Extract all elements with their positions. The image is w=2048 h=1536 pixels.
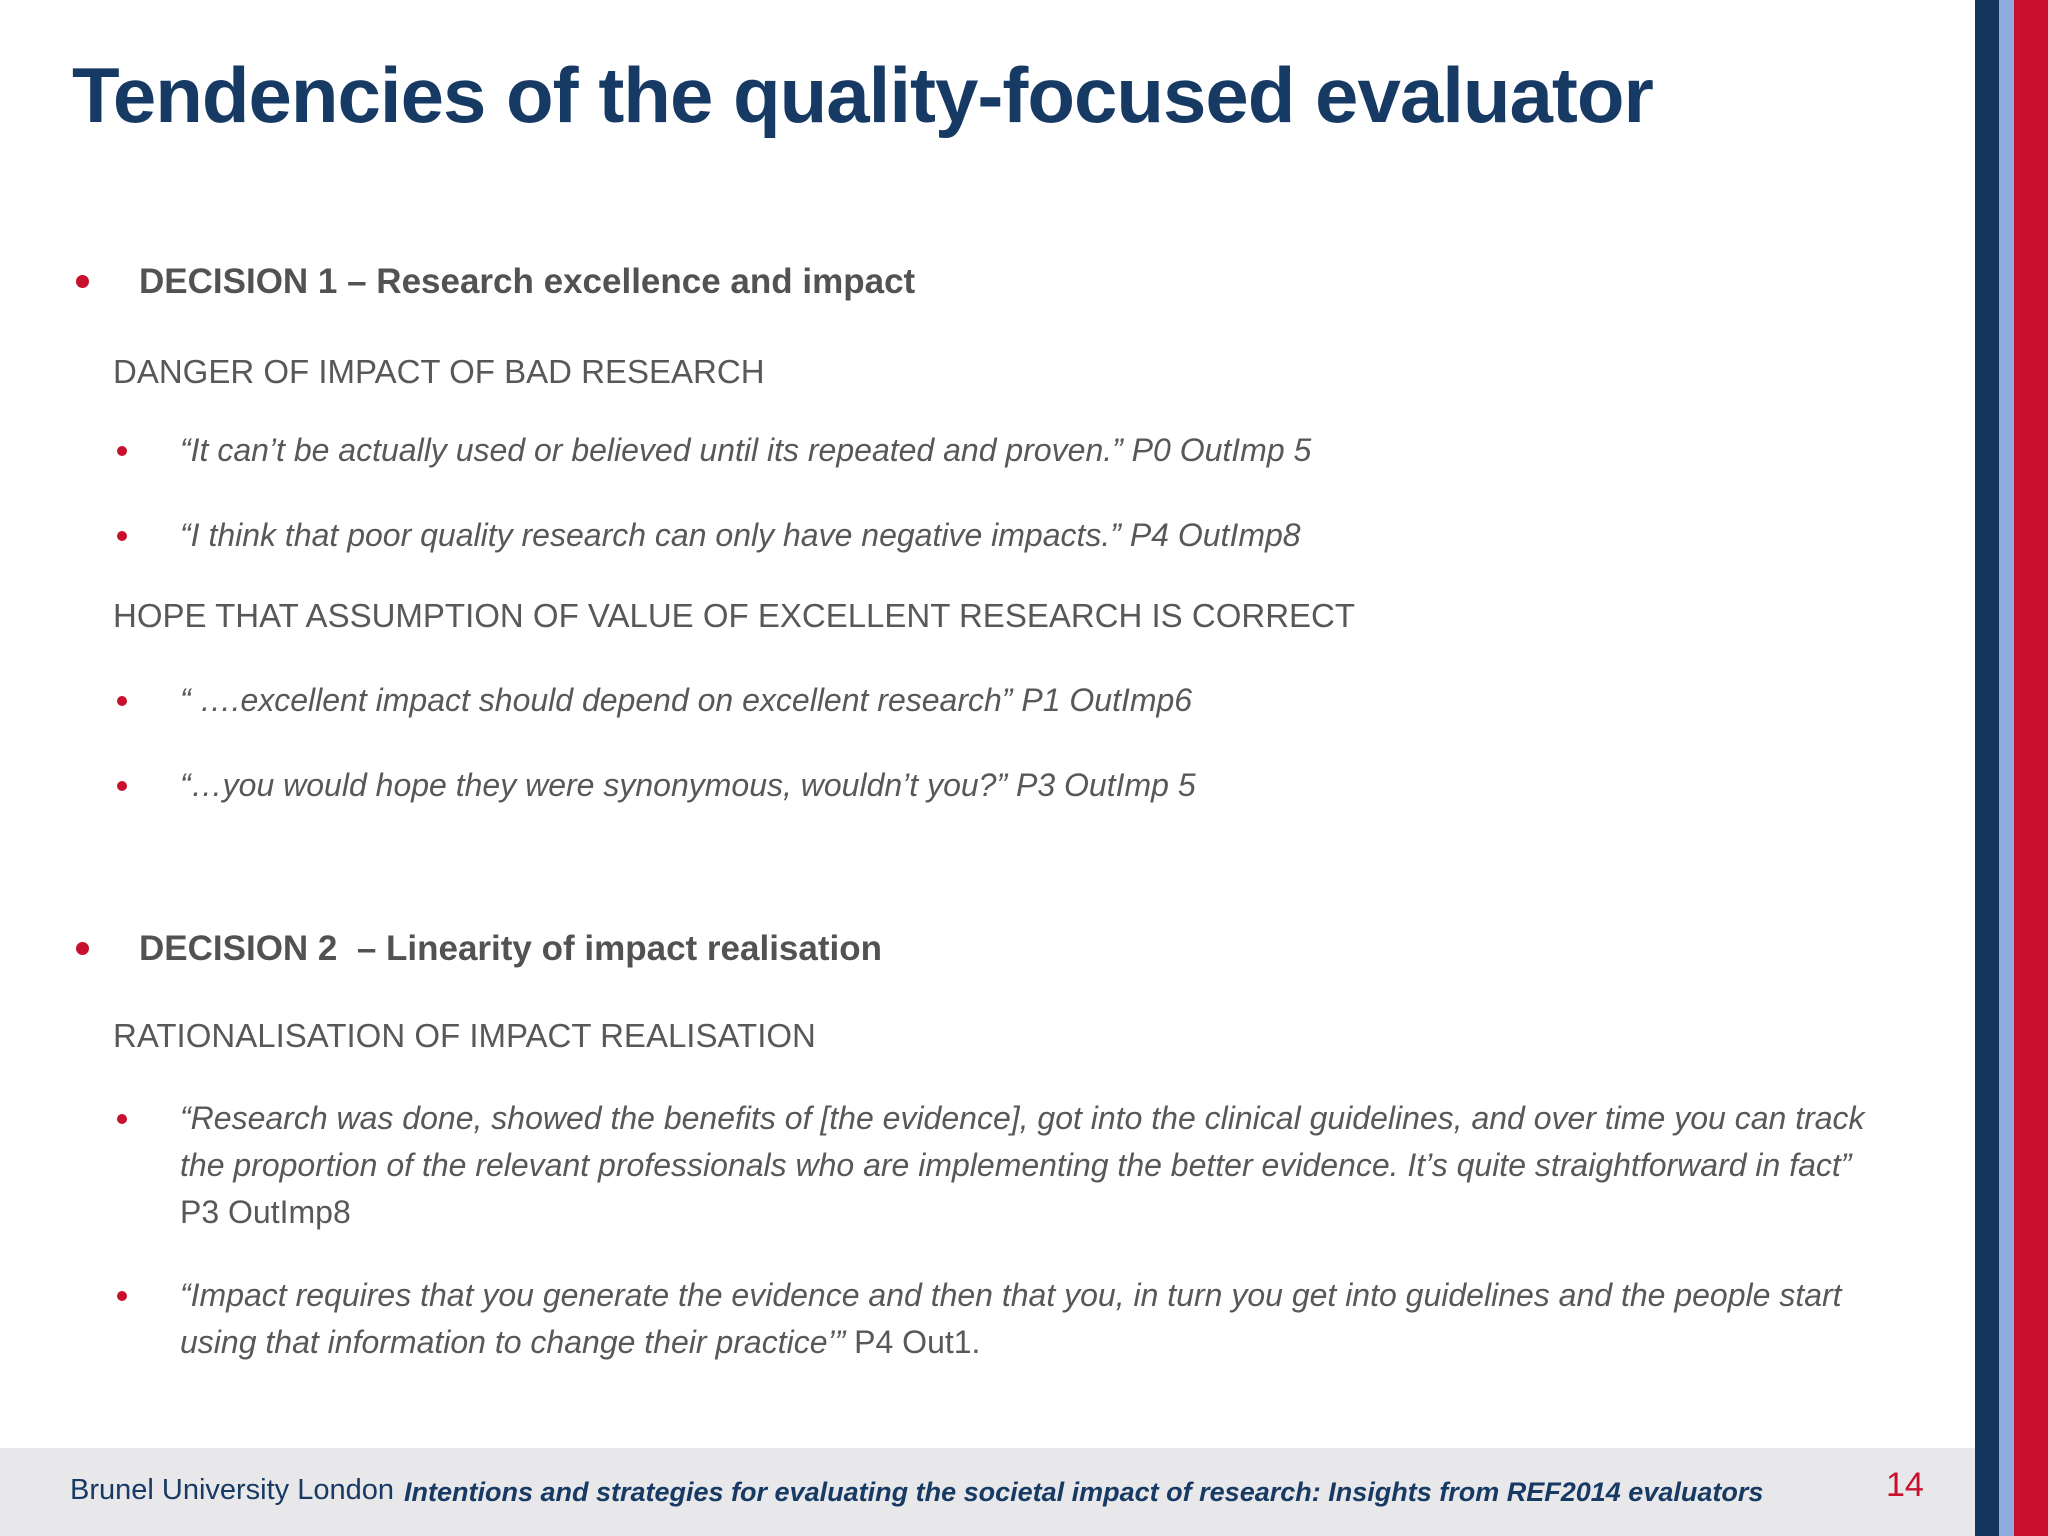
edge-stripe-navy	[1975, 0, 1999, 1536]
quote-cite: P3 OutImp8	[180, 1194, 351, 1230]
quote-row: “I think that poor quality research can …	[117, 512, 1880, 559]
quote-text: “Impact requires that you generate the e…	[180, 1272, 1880, 1366]
quote-text: “…you would hope they were synonymous, w…	[180, 762, 1880, 809]
quote-row: “It can’t be actually used or believed u…	[117, 427, 1880, 474]
quote-row: “ ….excellent impact should depend on ex…	[117, 677, 1880, 724]
group-label-hope: HOPE THAT ASSUMPTION OF VALUE OF EXCELLE…	[113, 597, 1356, 634]
quote-cite: P0 OutImp 5	[1131, 432, 1312, 468]
quote-body: “It can’t be actually used or believed u…	[180, 432, 1132, 468]
decision-1-heading: DECISION 1 – Research excellence and imp…	[139, 262, 916, 301]
bullet-dot-icon	[117, 446, 127, 456]
quote-body: “Research was done, showed the benefits …	[180, 1100, 1865, 1183]
decision-2-heading: DECISION 2 – Linearity of impact realisa…	[139, 929, 882, 968]
quote-text: “It can’t be actually used or believed u…	[180, 427, 1880, 474]
bullet-dot-icon	[76, 942, 89, 955]
footer-bar	[0, 1448, 1975, 1536]
quote-cite: P1 OutImp6	[1021, 682, 1193, 718]
edge-stripe-red	[2014, 0, 2048, 1536]
quote-row: “Impact requires that you generate the e…	[117, 1272, 1880, 1366]
edge-stripe-lightblue	[1999, 0, 2014, 1536]
quote-body: “Impact requires that you generate the e…	[180, 1277, 1842, 1360]
quote-row: “Research was done, showed the benefits …	[117, 1095, 1880, 1236]
quote-text: “Research was done, showed the benefits …	[180, 1095, 1880, 1236]
bullet-dot-icon	[117, 1114, 127, 1124]
footer-citation: Intentions and strategies for evaluating…	[404, 1477, 1764, 1507]
group-label-rationalisation: RATIONALISATION OF IMPACT REALISATION	[113, 1017, 816, 1054]
quote-body: “…you would hope they were synonymous, w…	[180, 767, 1016, 803]
quote-text: “I think that poor quality research can …	[180, 512, 1880, 559]
bullet-dot-icon	[117, 696, 127, 706]
page-number: 14	[1886, 1466, 1924, 1504]
decision-1-heading-row: DECISION 1 – Research excellence and imp…	[76, 258, 915, 305]
footer-institution: Brunel University London	[70, 1474, 395, 1506]
quote-cite: P3 OutImp 5	[1016, 767, 1196, 803]
group-label-danger: DANGER OF IMPACT OF BAD RESEARCH	[113, 353, 765, 390]
quote-cite: P4 Out1.	[854, 1324, 981, 1360]
bullet-dot-icon	[117, 531, 127, 541]
slide-title: Tendencies of the quality-focused evalua…	[72, 51, 1654, 139]
quote-body: “I think that poor quality research can …	[180, 517, 1130, 553]
quote-row: “…you would hope they were synonymous, w…	[117, 762, 1880, 809]
bullet-dot-icon	[117, 781, 127, 791]
decision-2-heading-row: DECISION 2 – Linearity of impact realisa…	[76, 925, 882, 972]
bullet-dot-icon	[117, 1291, 127, 1301]
quote-body: “ ….excellent impact should depend on ex…	[180, 682, 1022, 718]
quote-cite: P4 OutImp8	[1129, 517, 1301, 553]
quote-text: “ ….excellent impact should depend on ex…	[180, 677, 1880, 724]
bullet-dot-icon	[76, 275, 89, 288]
